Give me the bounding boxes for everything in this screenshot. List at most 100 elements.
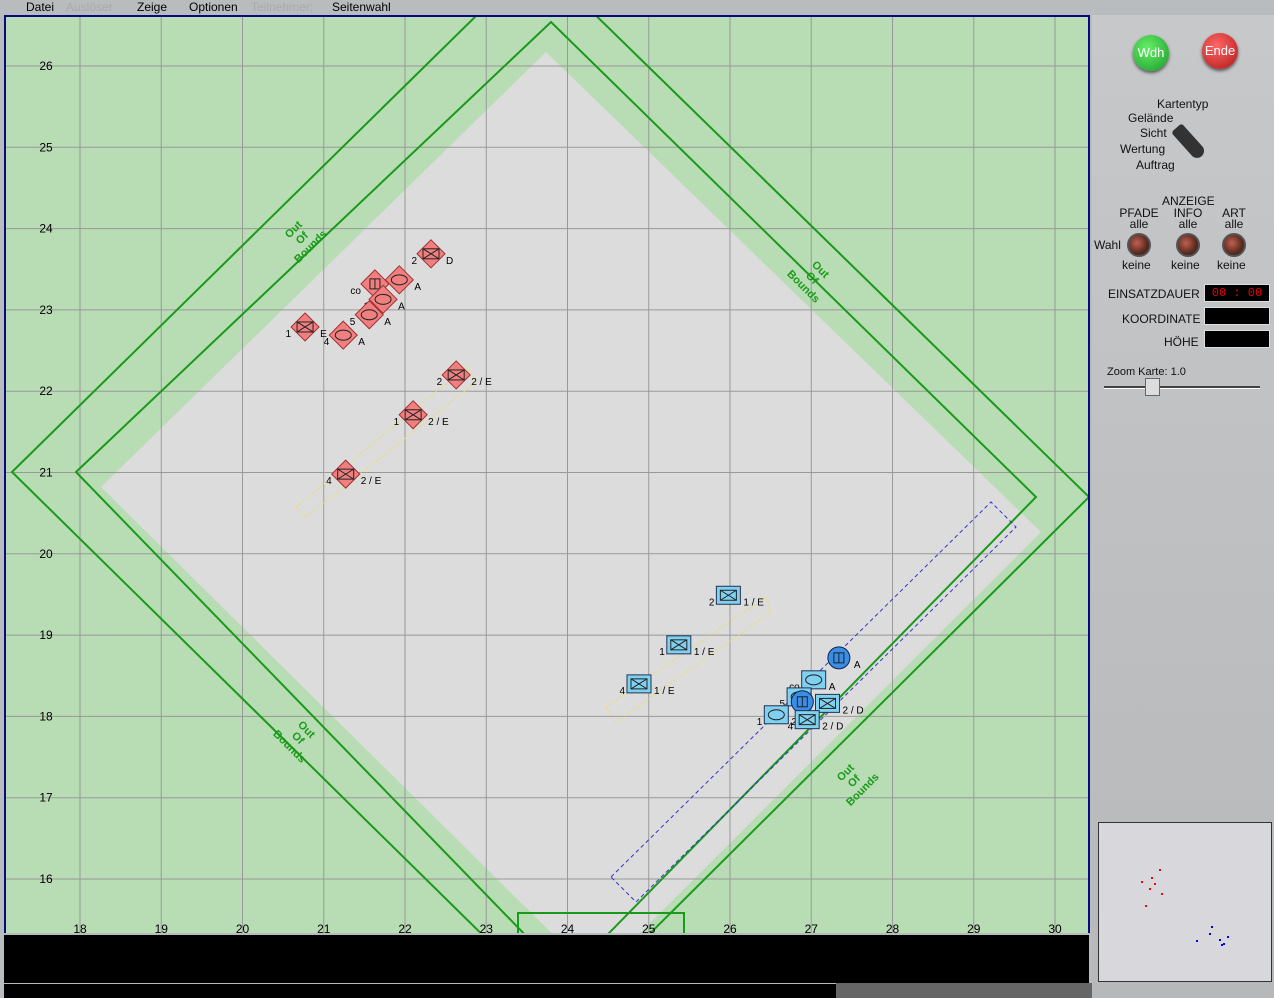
y-tick-label: 19 (39, 628, 53, 642)
x-tick-label: 19 (155, 922, 169, 933)
unit-left-label: 1 (659, 647, 665, 658)
y-tick-label: 24 (39, 222, 53, 236)
blue-unit[interactable]: 2 / D (815, 693, 864, 716)
x-tick-label: 29 (967, 922, 981, 933)
unit-right-label: 1 / E (743, 597, 764, 608)
minimap[interactable] (1098, 822, 1272, 982)
map-type-wertung[interactable]: Wertung (1120, 142, 1166, 156)
bounds-box (517, 912, 685, 933)
y-tick-label: 17 (39, 791, 53, 805)
blue-unit[interactable]: co A (789, 670, 836, 693)
scrollbar-thumb[interactable] (836, 983, 1104, 998)
zoom-label: Zoom Karte: 1.0 (1107, 366, 1186, 378)
menu-auslöser: Auslöser (66, 0, 113, 14)
blue-unit[interactable]: 4 1 / E (619, 674, 675, 697)
menu-datei[interactable]: Datei (26, 0, 55, 14)
knob-pfade[interactable] (1127, 233, 1151, 257)
red-unit[interactable]: 4 2 / E (326, 459, 382, 489)
menu-teilnehmer: Teilnehmer: (251, 0, 314, 14)
unit-left-label: 1 (394, 417, 400, 428)
duration-display: 00 : 00 (1204, 284, 1270, 302)
knob-info-bottom: keine (1171, 258, 1200, 272)
blue-unit[interactable]: A (827, 646, 861, 671)
knob-art-title: ART alle (1214, 206, 1254, 231)
blue-unit[interactable]: 4 2 / D (788, 710, 844, 733)
knob-art[interactable] (1222, 233, 1246, 257)
knob-info[interactable] (1176, 233, 1200, 257)
unit-left-label: 4 (326, 476, 332, 487)
map-type-gelaende[interactable]: Gelände (1128, 111, 1174, 125)
menu-bar: Datei Auslöser Zeige Optionen Teilnehmer: Sei… (0, 0, 1090, 14)
y-tick-label: 26 (39, 59, 53, 73)
unit-left-label: 4 (788, 722, 794, 733)
menu-zeige[interactable]: Zeige (137, 0, 168, 14)
unit-right-label: A (854, 660, 861, 671)
y-tick-label: 25 (39, 140, 53, 154)
blue-unit[interactable]: 2 1 / E (709, 585, 764, 608)
unit-left-label: 2 (411, 256, 417, 267)
red-unit[interactable]: 2 2 / E (437, 360, 492, 390)
unit-left-label: co (789, 682, 800, 693)
map-type-auftrag[interactable]: Auftrag (1136, 158, 1175, 172)
blue-unit[interactable] (790, 690, 814, 714)
x-tick-label: 23 (480, 922, 494, 933)
minimap-unit-dot (1161, 893, 1163, 895)
knob-pfade-title: PFADE alle (1119, 206, 1159, 230)
unit-right-label: A (829, 682, 836, 693)
duration-label: EINSATZDAUER (1108, 287, 1200, 301)
red-unit[interactable]: A (384, 265, 421, 295)
unit-left-label: 1 (286, 329, 292, 340)
unit-left-label: 4 (619, 686, 625, 697)
minimap-unit-dot (1219, 939, 1221, 941)
height-label: HÖHE (1164, 335, 1199, 349)
knob-info-top: alle (1178, 217, 1198, 231)
unit-right-label: 2 / D (822, 722, 843, 733)
minimap-unit-dot (1223, 943, 1225, 945)
minimap-unit-dot (1141, 881, 1143, 883)
minimap-unit-dot (1145, 905, 1147, 907)
minimap-unit-dot (1211, 926, 1213, 928)
unit-left-label: 5 (350, 317, 356, 328)
menu-optionen[interactable]: Optionen (189, 0, 238, 14)
minimap-unit-dot (1149, 888, 1151, 890)
x-tick-label: 24 (561, 922, 575, 933)
blue-path (605, 596, 772, 723)
height-display (1204, 330, 1270, 348)
unit-right-label: A (398, 301, 405, 312)
x-tick-label: 27 (805, 922, 819, 933)
unit-right-label: 2 (791, 717, 797, 728)
knob-pfade-title-text: PFADE (1119, 206, 1159, 220)
select-label: Wahl (1094, 238, 1121, 252)
knob-pfade-bottom: keine (1122, 258, 1151, 272)
end-button[interactable]: Ende (1202, 33, 1238, 69)
inner-bounds (74, 20, 1038, 933)
red-unit[interactable]: 1 2 / E (394, 400, 449, 430)
zoom-slider-thumb[interactable] (1145, 378, 1160, 396)
map-canvas[interactable]: OutOfBoundsOutOfBoundsOutOfBoundsOutOfBo… (6, 17, 1090, 933)
knob-art-top: alle (1224, 217, 1244, 231)
y-tick-label: 22 (39, 384, 53, 398)
unit-right-label: 1 / E (694, 647, 715, 658)
x-tick-label: 18 (73, 922, 87, 933)
minimap-unit-dot (1151, 877, 1153, 879)
tactical-map[interactable]: OutOfBounds OutOfBounds OutOfBounds OutOfBo… (4, 15, 1090, 933)
map-type-selector-dial[interactable] (1171, 123, 1207, 161)
menu-seitenwahl[interactable]: Seitenwahl (332, 0, 391, 14)
zoom-label-text: Zoom Karte: (1107, 366, 1168, 378)
minimap-unit-dot (1209, 933, 1211, 935)
zoom-slider-track[interactable] (1104, 386, 1260, 389)
status-line (4, 984, 836, 998)
knob-art-title-text: ART (1222, 206, 1246, 220)
map-type-sicht[interactable]: Sicht (1140, 126, 1167, 140)
repeat-button[interactable]: Wdh (1133, 35, 1169, 71)
y-tick-label: 21 (39, 466, 53, 480)
x-tick-label: 26 (723, 922, 737, 933)
coordinate-label: KOORDINATE (1122, 312, 1201, 326)
blue-unit[interactable]: 1 1 / E (659, 635, 715, 658)
unit-left-label: 5 (780, 699, 786, 710)
